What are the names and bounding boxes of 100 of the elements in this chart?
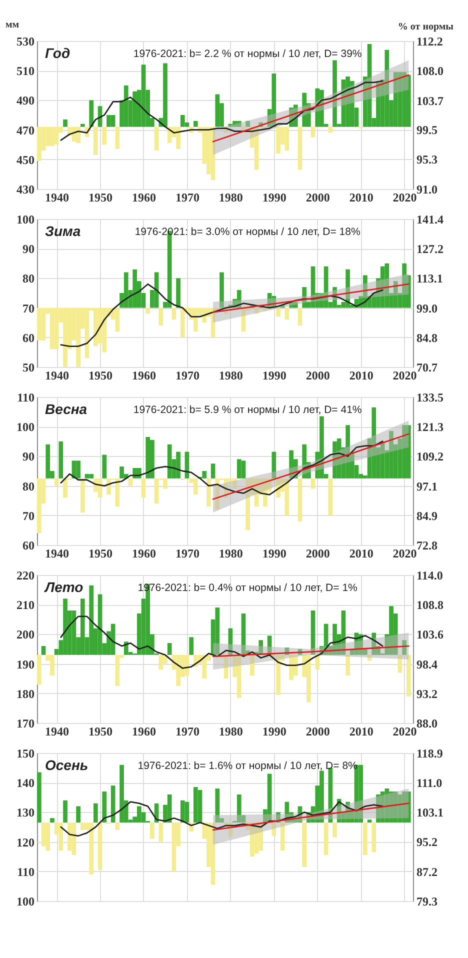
y2-tick-label: 111.0 [416, 776, 442, 790]
y-tick-label: 140 [16, 776, 34, 790]
y2-tick-label: 133.5 [416, 390, 444, 404]
y-tick-label: 450 [16, 152, 34, 167]
x-tick-label: 1960 [132, 546, 156, 560]
y2-tick-label: 103.7 [416, 94, 444, 108]
x-tick-label: 1940 [45, 190, 70, 204]
y2-tick-label: 88.0 [416, 716, 438, 730]
x-tick-label: 1970 [175, 368, 200, 382]
x-tick-label: 1960 [132, 724, 156, 738]
y-tick-label: 80 [22, 479, 34, 494]
y2-tick-label: 113.1 [416, 272, 443, 286]
y2-tick-label: 84.8 [416, 330, 438, 345]
y2-tick-label: 108.8 [416, 598, 444, 612]
y2-tick-label: 98.4 [416, 657, 438, 672]
y-tick-label: 60 [22, 538, 34, 552]
y-tick-label: 180 [16, 686, 34, 701]
y-tick-label: 490 [16, 94, 34, 108]
x-tick-label: 1970 [175, 190, 200, 204]
x-tick-label: 2000 [306, 190, 330, 204]
chart-title: Весна [45, 401, 88, 417]
x-tick-label: 1950 [88, 368, 113, 382]
x-tick-label: 2010 [349, 546, 374, 560]
x-tick-label: 1940 [45, 724, 70, 738]
y2-axis-title: % от нормы [398, 22, 454, 32]
x-tick-label: 1950 [88, 190, 113, 204]
y2-tick-label: 95.2 [416, 835, 438, 850]
y2-tick-label: 114.0 [416, 568, 443, 582]
y-tick-label: 130 [16, 806, 34, 820]
y2-tick-label: 95.3 [416, 152, 438, 166]
x-tick-label: 1990 [262, 190, 286, 204]
y-axis-title: мм [6, 20, 20, 30]
y-tick-label: 510 [16, 64, 34, 78]
y-tick-label: 470 [16, 123, 34, 138]
x-tick-label: 2020 [392, 724, 417, 738]
chart-title: Зима [45, 223, 81, 239]
x-tick-label: 2020 [392, 546, 417, 560]
y2-tick-label: 99.0 [416, 301, 438, 316]
chart-title: Год [45, 45, 70, 61]
y2-tick-label: 109.2 [416, 450, 444, 464]
y-tick-label: 110 [17, 864, 34, 879]
y-tick-label: 90 [22, 242, 34, 256]
y-tick-label: 430 [16, 182, 34, 196]
x-tick-label: 2010 [349, 190, 374, 204]
x-tick-label: 2000 [306, 724, 330, 738]
y2-tick-label: 112.2 [416, 34, 443, 48]
x-tick-label: 1980 [218, 546, 243, 560]
y2-tick-label: 91.0 [416, 182, 438, 196]
y2-tick-label: 87.2 [416, 864, 438, 879]
x-tick-label: 2000 [306, 368, 330, 382]
x-tick-label: 1940 [45, 546, 70, 560]
y-tick-label: 210 [16, 598, 34, 612]
x-tick-label: 1950 [88, 546, 113, 560]
y-tick-label: 70 [22, 301, 34, 316]
x-tick-label: 1960 [132, 368, 156, 382]
y2-tick-label: 99.5 [416, 123, 438, 138]
x-tick-label: 2020 [392, 190, 417, 204]
y2-tick-label: 97.1 [416, 479, 438, 494]
x-tick-label: 1990 [262, 724, 286, 738]
y-tick-label: 220 [16, 568, 34, 582]
x-tick-label: 1980 [218, 190, 243, 204]
x-tick-label: 1950 [88, 724, 113, 738]
y2-tick-label: 84.9 [416, 509, 438, 523]
y-tick-label: 150 [16, 746, 34, 760]
x-tick-label: 1990 [262, 546, 286, 560]
y-tick-label: 60 [22, 330, 34, 345]
y2-tick-label: 72.8 [416, 538, 438, 552]
y-tick-label: 170 [16, 716, 34, 730]
y2-tick-label: 103.1 [416, 806, 444, 820]
text: 1976-2021: b= 5.9 % от нормы / 10 лет, D= 41% [133, 404, 362, 416]
y-tick-label: 80 [22, 272, 34, 286]
x-tick-label: 1960 [132, 190, 156, 204]
x-tick-label: 2000 [306, 546, 330, 560]
x-tick-label: 1970 [175, 546, 200, 560]
chart-title: Осень [45, 757, 88, 773]
y-tick-label: 100 [16, 212, 34, 226]
text: 1976-2021: b= 2.2 % от нормы / 10 лет, D= 39% [133, 48, 362, 60]
x-tick-label: 2010 [349, 368, 374, 382]
x-tick-label: 2020 [392, 368, 417, 382]
x-tick-label: 1940 [45, 368, 70, 382]
y2-tick-label: 108.0 [416, 64, 444, 78]
text: 1976-2021: b= 1.6% от нормы / 10 лет, D= 8% [138, 760, 358, 772]
y-tick-label: 100 [16, 894, 34, 908]
y2-tick-label: 70.7 [416, 360, 438, 374]
y-tick-label: 100 [16, 420, 34, 434]
y2-tick-label: 79.3 [416, 894, 438, 908]
y2-tick-label: 141.4 [416, 212, 444, 226]
y2-tick-label: 121.3 [416, 420, 444, 434]
y2-tick-label: 103.6 [416, 628, 444, 642]
y-tick-label: 70 [22, 508, 34, 523]
y-tick-label: 50 [22, 360, 34, 374]
x-tick-label: 1970 [175, 724, 200, 738]
y-tick-label: 530 [16, 34, 34, 48]
y-tick-label: 110 [17, 390, 34, 404]
y-tick-label: 120 [16, 835, 34, 850]
x-tick-label: 1990 [262, 368, 286, 382]
y2-tick-label: 127.2 [416, 242, 444, 256]
y2-tick-label: 93.2 [416, 686, 438, 701]
chart-title: Лето [44, 579, 84, 595]
text: 1976-2021: b= 3.0% от нормы / 10 лет, D= 18% [134, 226, 360, 238]
